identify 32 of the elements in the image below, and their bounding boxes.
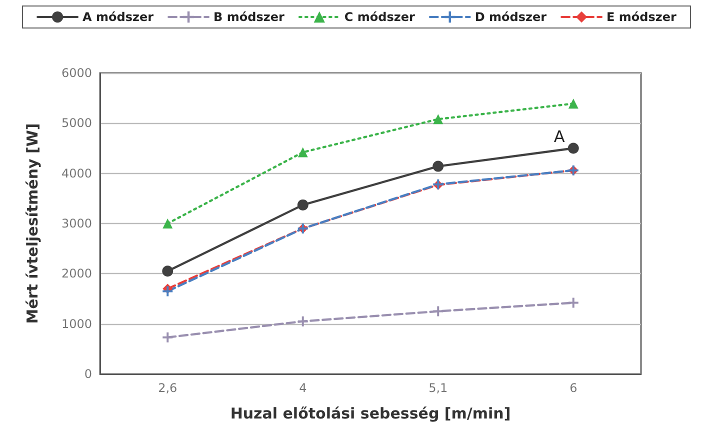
y-tick-label: 5000 bbox=[61, 116, 92, 130]
point bbox=[298, 316, 308, 326]
x-tick-label: 4 bbox=[299, 381, 307, 395]
legend-label: A módszer bbox=[82, 10, 154, 24]
point bbox=[297, 199, 308, 210]
y-tick-label: 4000 bbox=[61, 166, 92, 180]
point bbox=[162, 266, 174, 277]
y-tick-label: 3000 bbox=[61, 216, 92, 230]
y-tick-label: 0 bbox=[84, 367, 92, 381]
point bbox=[433, 306, 444, 316]
point bbox=[298, 147, 308, 158]
point bbox=[568, 98, 578, 109]
y-tick-label: 6000 bbox=[61, 66, 92, 80]
legend-label: E módszer bbox=[606, 10, 677, 24]
legend-label: B módszer bbox=[214, 10, 284, 24]
y-tick-label: 2000 bbox=[61, 266, 92, 281]
point bbox=[162, 332, 173, 342]
point bbox=[432, 160, 444, 172]
y-axis-title: Mért ívteljesítmény [W] bbox=[24, 123, 42, 324]
x-tick-label: 2,6 bbox=[158, 381, 178, 395]
y-tick-label: 1000 bbox=[61, 316, 92, 331]
point bbox=[162, 218, 173, 228]
legend-label: C módszer bbox=[344, 10, 415, 24]
legend-label: D módszer bbox=[474, 10, 547, 24]
annotation: A bbox=[554, 126, 565, 146]
x-axis-title: Huzal előtolási sebesség [m/min] bbox=[230, 404, 511, 422]
point bbox=[433, 114, 444, 124]
point bbox=[162, 286, 173, 296]
point bbox=[568, 298, 578, 308]
x-tick-label: 6 bbox=[570, 381, 578, 395]
point bbox=[568, 142, 579, 154]
x-tick-label: 5,1 bbox=[428, 381, 448, 395]
